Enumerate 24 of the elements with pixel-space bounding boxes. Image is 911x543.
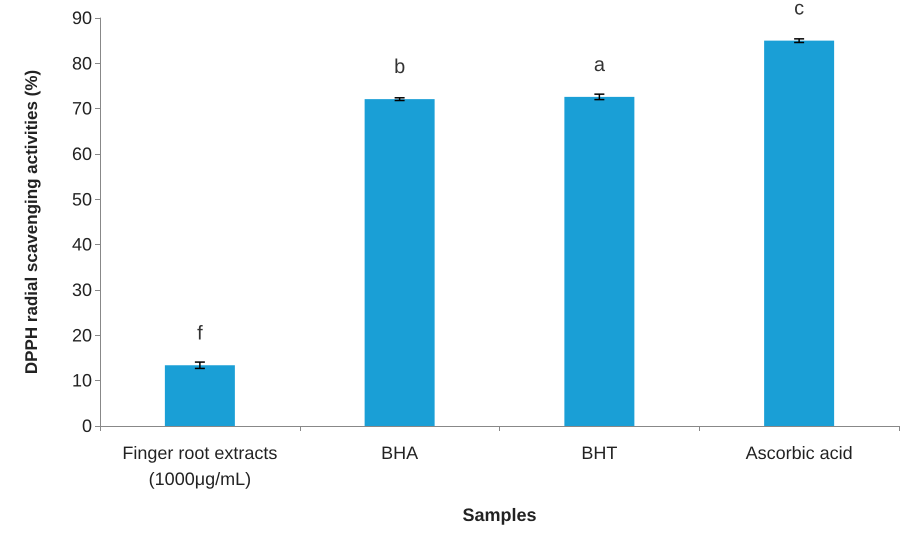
y-tick-label: 80 <box>72 53 92 74</box>
bar <box>764 40 834 426</box>
x-tick-label: BHT <box>581 443 618 463</box>
bar <box>164 365 235 426</box>
y-tick-label: 0 <box>82 416 92 436</box>
y-tick-label: 50 <box>72 189 92 210</box>
y-tick-label: 40 <box>72 234 92 255</box>
y-tick-label: 30 <box>72 280 92 300</box>
y-tick-label: 10 <box>72 370 92 391</box>
bar <box>364 99 435 426</box>
x-tick-label: BHA <box>381 443 418 463</box>
y-tick-label: 90 <box>72 8 92 28</box>
y-tick-label: 70 <box>72 98 92 119</box>
annotation: f <box>197 322 204 344</box>
y-axis-title: DPPH radial scavenging activities (%) <box>22 70 41 374</box>
annotation: c <box>794 0 804 20</box>
annotation: a <box>594 54 606 76</box>
y-tick-label: 20 <box>72 325 92 346</box>
bar <box>564 96 634 426</box>
x-tick-label: Ascorbic acid <box>746 443 853 463</box>
y-tick-label: 60 <box>72 144 92 164</box>
annotation: b <box>394 56 406 78</box>
x-tick-label: Finger root extracts (1000μg/mL) <box>122 443 278 489</box>
x-axis-title: Samples <box>462 505 537 525</box>
